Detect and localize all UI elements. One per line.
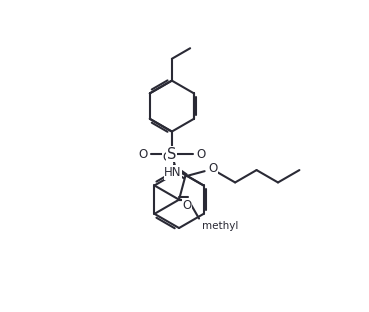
Text: S: S [167,147,176,162]
Text: methyl: methyl [202,221,238,231]
Text: O: O [182,199,192,212]
Text: O: O [196,148,206,161]
Text: O: O [208,163,217,175]
Text: O: O [138,148,147,161]
Text: HN: HN [164,166,182,179]
Text: O: O [163,151,172,164]
